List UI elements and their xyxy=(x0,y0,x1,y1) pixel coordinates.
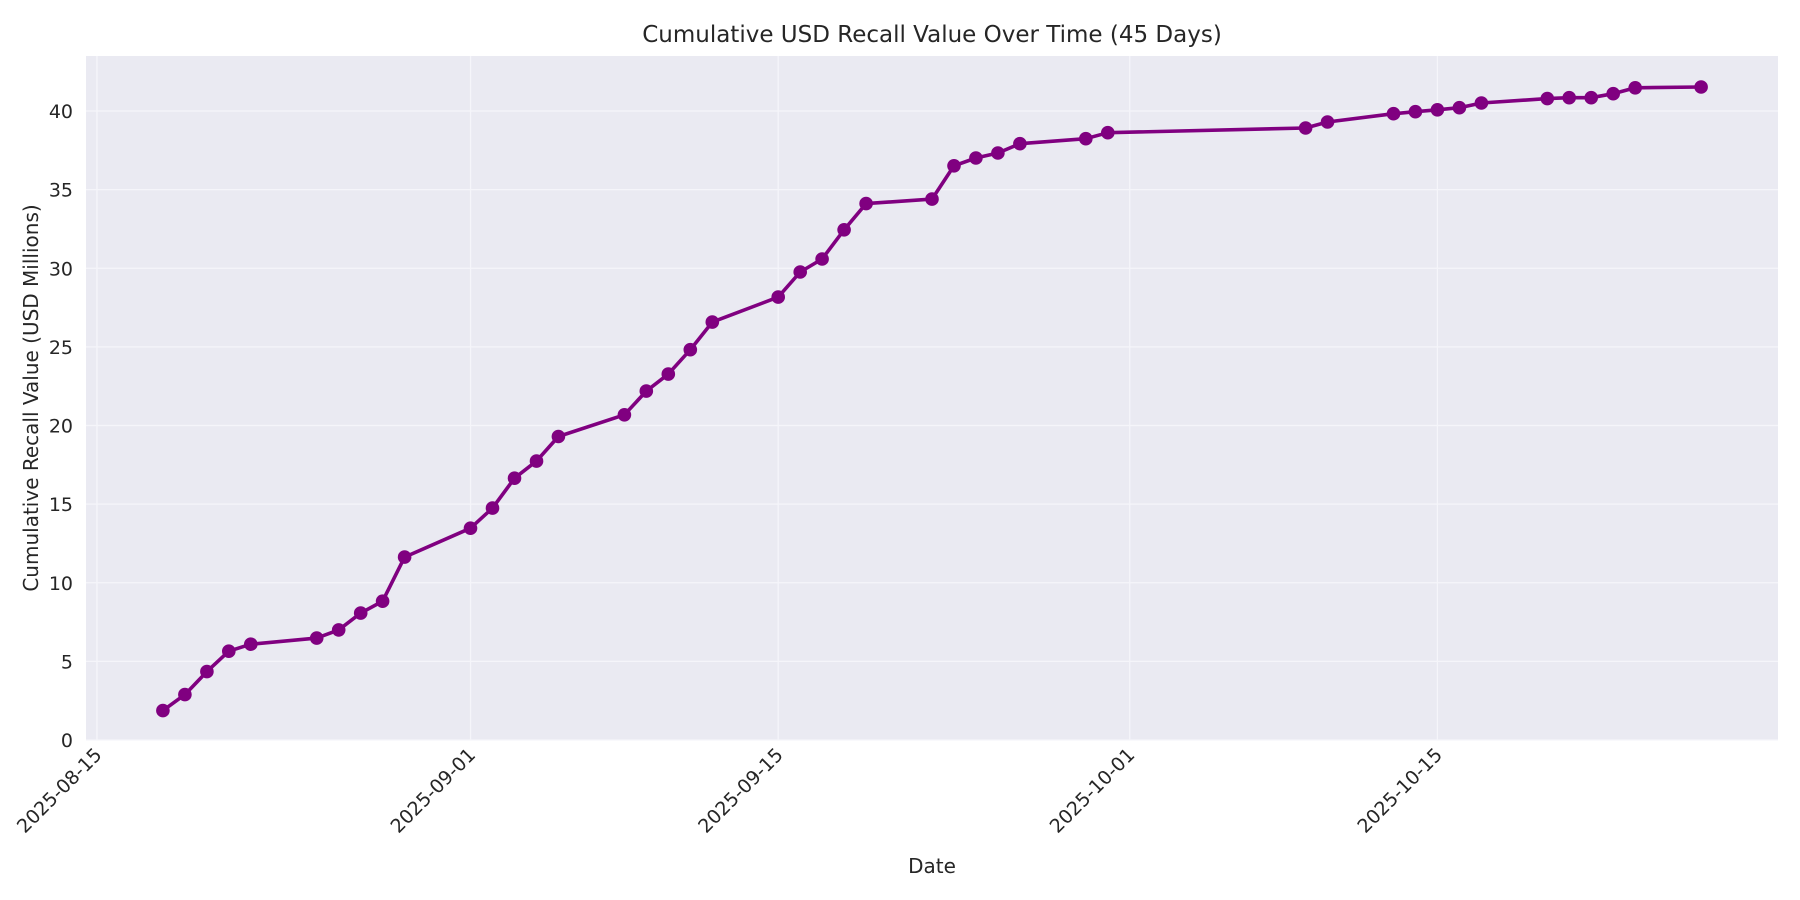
data-point-marker xyxy=(837,223,851,237)
y-tick-label: 25 xyxy=(49,337,73,359)
x-tick-label: 2025-10-15 xyxy=(1353,744,1447,838)
y-axis-ticks: 0 5 10 15 20 25 30 35 40 xyxy=(49,101,73,752)
data-point-marker xyxy=(156,703,170,718)
data-point-marker xyxy=(1079,131,1093,146)
data-point-marker xyxy=(793,265,807,279)
data-point-marker xyxy=(222,644,236,658)
data-point-marker xyxy=(771,290,785,304)
data-point-marker xyxy=(1562,90,1576,105)
x-tick-label: 2025-08-15 xyxy=(13,744,107,838)
y-tick-label: 40 xyxy=(49,101,73,123)
data-point-marker xyxy=(617,408,632,422)
x-tick-label: 2025-09-01 xyxy=(386,744,480,838)
y-tick-label: 15 xyxy=(49,494,73,516)
y-tick-label: 5 xyxy=(61,651,73,673)
data-point-marker xyxy=(925,192,939,206)
data-point-marker xyxy=(397,550,412,564)
data-point-marker xyxy=(353,606,368,620)
data-point-marker xyxy=(200,664,214,679)
data-point-marker xyxy=(661,367,676,381)
plot-area xyxy=(86,56,1778,740)
data-point-marker xyxy=(309,631,324,645)
data-point-marker xyxy=(969,151,983,165)
data-point-marker xyxy=(1694,80,1708,94)
x-axis-ticks: 2025-08-15 2025-09-01 2025-09-15 2025-10-01… xyxy=(13,744,1447,838)
data-point-marker xyxy=(1298,121,1313,135)
y-tick-label: 35 xyxy=(49,180,73,202)
data-point-marker xyxy=(1584,90,1598,105)
data-point-marker xyxy=(178,687,192,702)
data-point-marker xyxy=(331,623,346,637)
data-point-marker xyxy=(1452,100,1467,115)
data-point-marker xyxy=(551,429,566,444)
data-point-marker xyxy=(1540,91,1555,106)
data-point-marker xyxy=(1628,81,1642,95)
data-point-marker xyxy=(683,342,698,357)
grid-lines xyxy=(86,56,1778,741)
data-point-marker xyxy=(1430,103,1445,117)
chart-title: Cumulative USD Recall Value Over Time (4… xyxy=(642,22,1222,48)
y-tick-label: 20 xyxy=(49,416,73,438)
data-point-marker xyxy=(991,146,1005,160)
data-series xyxy=(156,80,1708,718)
data-point-marker xyxy=(947,159,961,173)
x-axis-label: Date xyxy=(908,854,956,878)
data-point-marker xyxy=(1474,96,1489,110)
data-point-marker xyxy=(859,196,873,211)
x-tick-label: 2025-10-01 xyxy=(1046,744,1140,838)
x-tick-label: 2025-09-15 xyxy=(694,744,788,838)
data-point-marker xyxy=(639,384,654,398)
data-point-marker xyxy=(375,594,390,608)
data-point-marker xyxy=(1408,104,1423,119)
data-point-marker xyxy=(705,315,720,329)
data-point-marker xyxy=(485,501,500,515)
y-axis-label: Cumulative Recall Value (USD Millions) xyxy=(19,204,43,591)
data-point-marker xyxy=(1606,86,1620,101)
data-point-marker xyxy=(1386,106,1401,121)
y-tick-label: 10 xyxy=(49,573,73,595)
data-point-marker xyxy=(1013,136,1027,151)
data-point-marker xyxy=(1101,125,1115,140)
data-point-marker xyxy=(244,637,258,651)
y-tick-label: 0 xyxy=(61,730,73,752)
y-tick-label: 30 xyxy=(49,258,73,280)
data-point-marker xyxy=(815,252,829,266)
data-point-marker xyxy=(1320,115,1335,129)
data-point-marker xyxy=(529,454,544,468)
data-point-marker xyxy=(463,521,478,535)
data-point-marker xyxy=(507,471,522,486)
